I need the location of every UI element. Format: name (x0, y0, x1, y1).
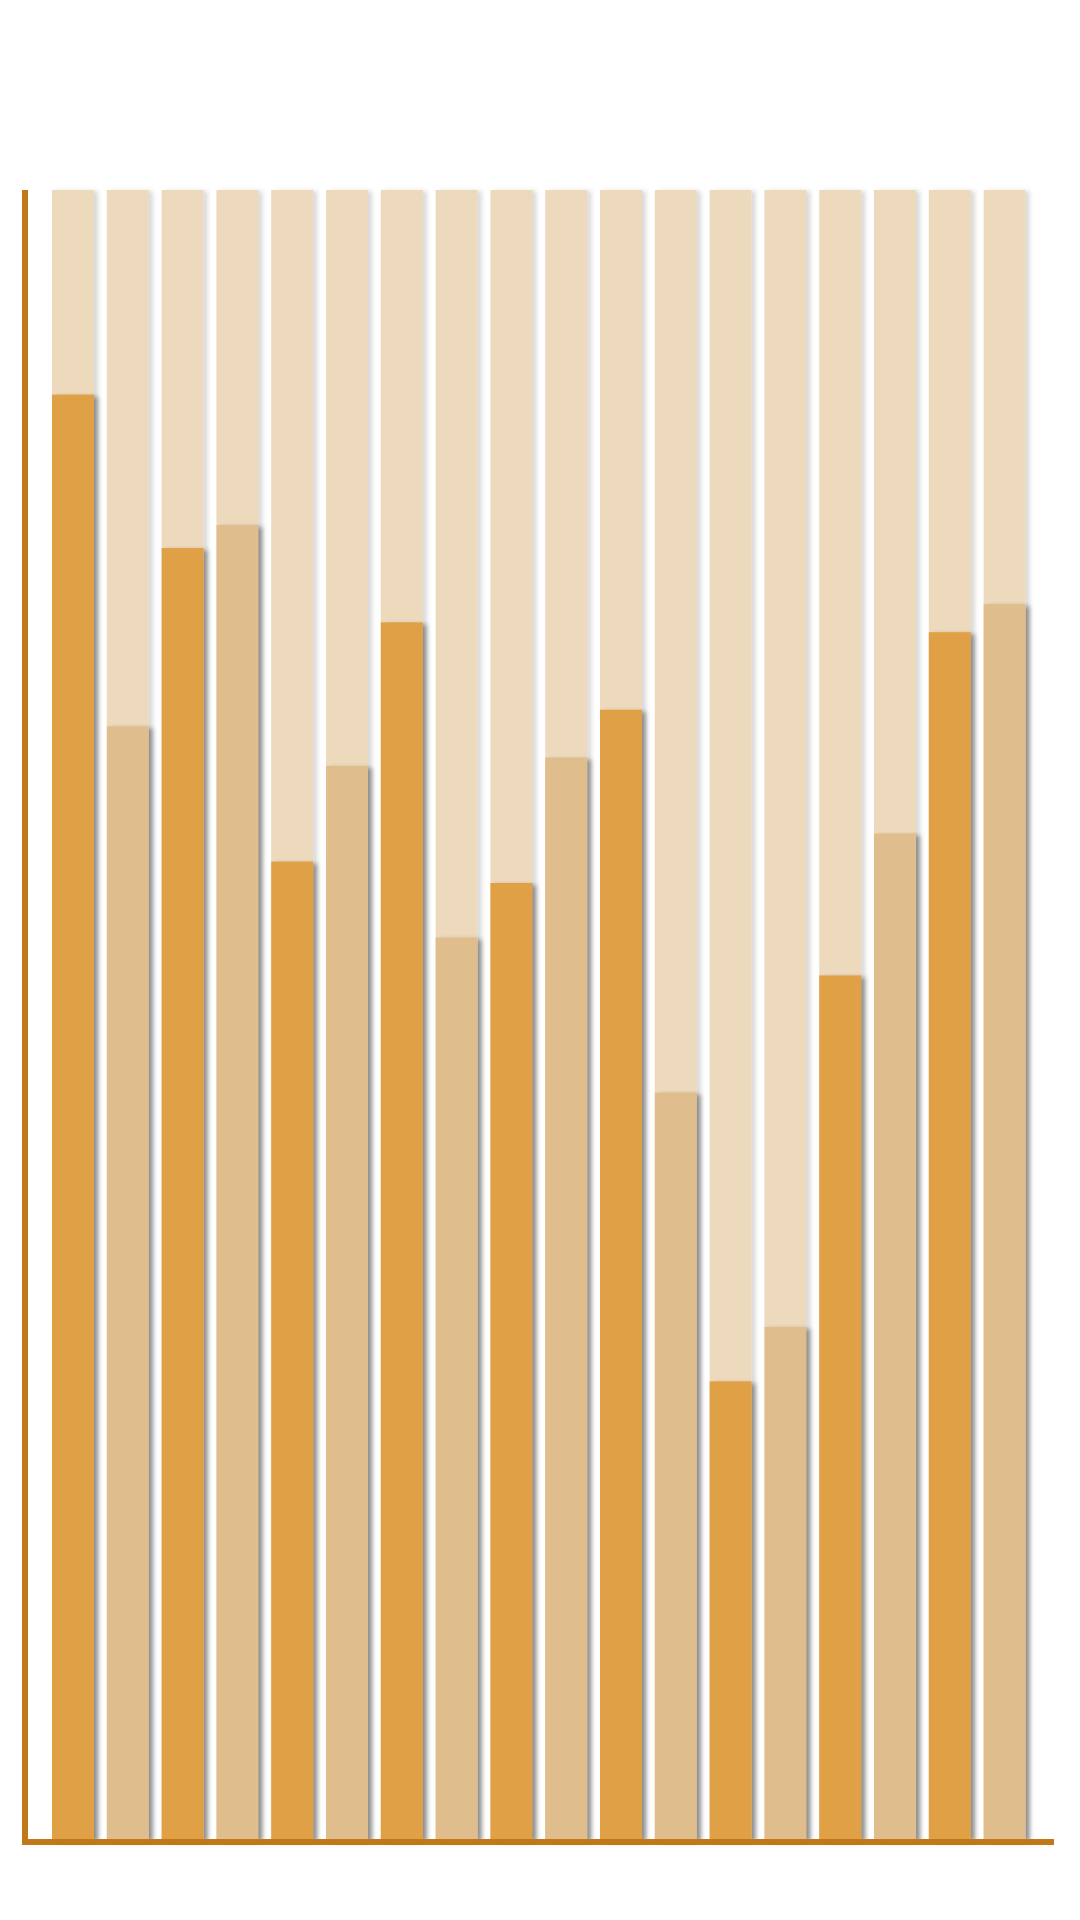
bar (380, 622, 423, 1840)
axes (22, 190, 1054, 1845)
bars (52, 394, 1026, 1841)
bar (654, 1092, 697, 1840)
bar (490, 883, 533, 1840)
bar (819, 975, 862, 1840)
bar (161, 548, 204, 1840)
bar (216, 524, 259, 1841)
bar (271, 861, 314, 1840)
bar (106, 726, 149, 1840)
bar (764, 1326, 807, 1840)
bar (709, 1381, 752, 1840)
bar (52, 394, 94, 1841)
bar (600, 709, 642, 1840)
bar (326, 765, 368, 1840)
bar (545, 757, 588, 1840)
bar (928, 632, 971, 1841)
bar (983, 604, 1026, 1840)
bar (435, 937, 478, 1840)
bar (874, 833, 916, 1840)
